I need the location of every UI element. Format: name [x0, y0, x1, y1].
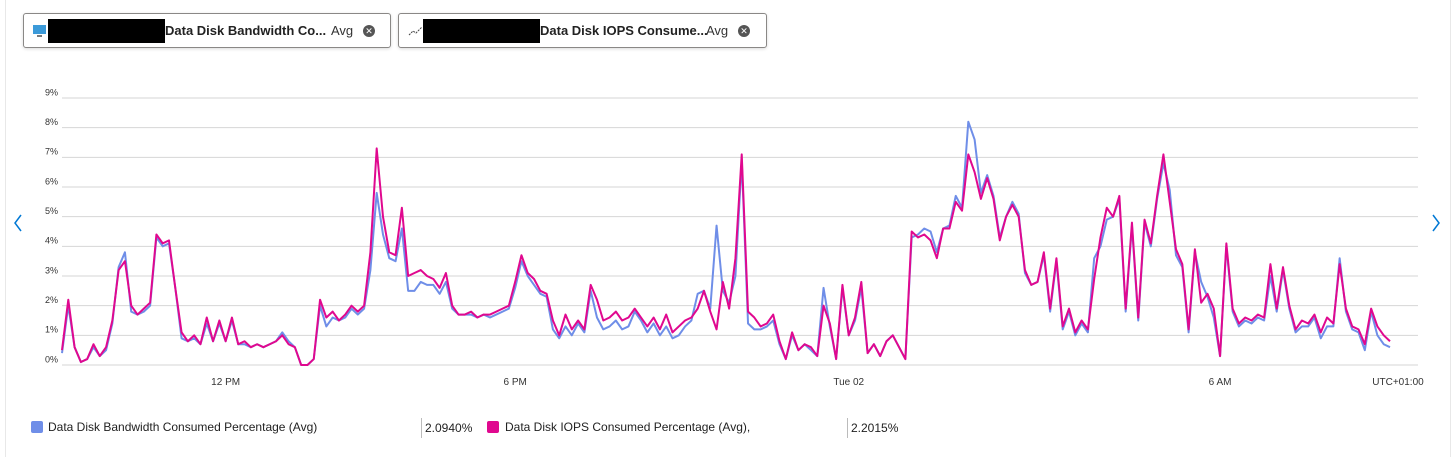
pill-title: Data Disk IOPS Consume...: [540, 23, 708, 38]
metric-pill[interactable]: Data Disk IOPS Consume... Avg ✕: [398, 13, 767, 48]
prev-arrow[interactable]: [14, 214, 22, 232]
x-tick-label: 6 AM: [1209, 377, 1232, 388]
redaction: [48, 19, 165, 43]
legend-swatch: [31, 421, 43, 433]
y-tick-label: 7%: [45, 147, 58, 157]
pill-agg: Avg: [331, 23, 354, 38]
close-button[interactable]: ✕: [363, 25, 375, 37]
y-tick-label: 8%: [45, 117, 58, 127]
legend-label: Data Disk IOPS Consumed Percentage (Avg)…: [505, 420, 751, 434]
x-tick-label: Tue 02: [833, 377, 864, 388]
y-tick-label: 9%: [45, 87, 58, 97]
y-tick-label: 4%: [45, 236, 58, 246]
pill-title: Data Disk Bandwidth Co...: [165, 23, 327, 38]
vm-icon: [33, 25, 46, 37]
pill-agg: Avg: [706, 23, 729, 38]
y-tick-label: 2%: [45, 295, 58, 305]
y-tick-label: 3%: [45, 265, 58, 275]
card-frame: [5, 0, 1451, 457]
y-tick-label: 1%: [45, 325, 58, 335]
redaction: [423, 19, 540, 43]
line-icon: [408, 26, 423, 36]
series-line: [61, 147, 1391, 366]
next-arrow[interactable]: [1432, 214, 1440, 232]
legend-swatch: [487, 421, 499, 433]
x-tick-label: 12 PM: [211, 377, 240, 388]
timezone-label: UTC+01:00: [1372, 377, 1424, 388]
legend-value: 2.2015%: [847, 418, 898, 438]
x-tick-label: 6 PM: [503, 377, 526, 388]
y-tick-label: 0%: [45, 354, 58, 364]
close-button[interactable]: ✕: [738, 25, 750, 37]
series-line: [61, 120, 1391, 366]
y-tick-label: 5%: [45, 206, 58, 216]
metric-pill[interactable]: Data Disk Bandwidth Co... Avg ✕: [23, 13, 391, 48]
y-tick-label: 6%: [45, 176, 58, 186]
legend-value: 2.0940%: [421, 418, 472, 438]
legend-label: Data Disk Bandwidth Consumed Percentage …: [48, 420, 318, 434]
